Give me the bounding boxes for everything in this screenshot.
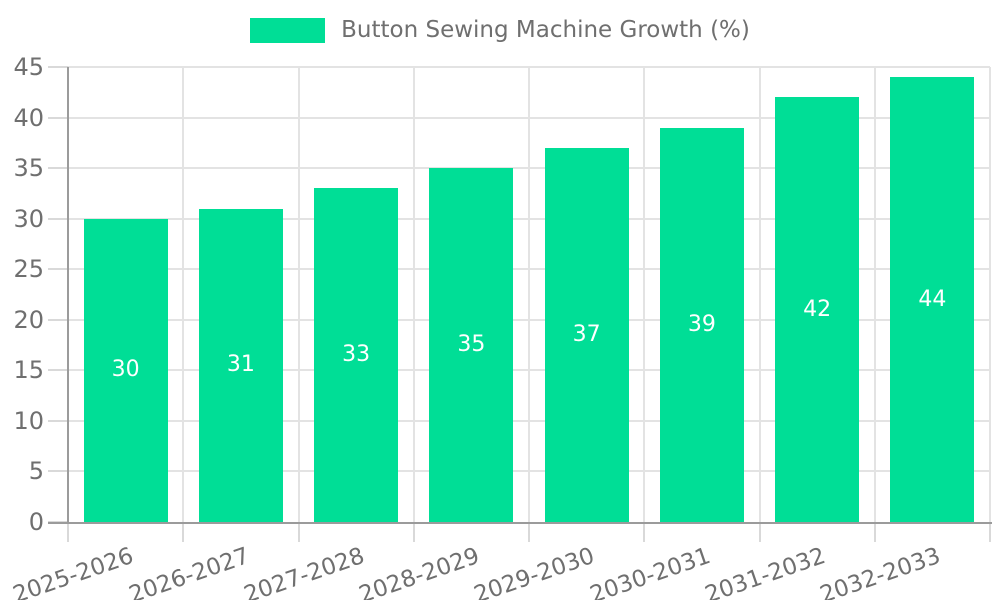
bar-value-label: 31 xyxy=(226,352,255,378)
x-axis-line xyxy=(48,522,992,524)
x-gridline xyxy=(989,67,991,522)
bar xyxy=(198,208,283,522)
y-axis-tick xyxy=(48,369,68,372)
y-tick-label: 5 xyxy=(28,457,44,486)
y-axis-tick xyxy=(48,419,68,422)
x-tick-label: 2026-2027 xyxy=(125,543,253,600)
x-axis-tick xyxy=(989,522,991,542)
bar-value-label: 30 xyxy=(111,357,140,383)
y-tick-label: 40 xyxy=(13,103,44,132)
y-tick-label: 45 xyxy=(13,53,44,81)
x-axis-tick xyxy=(182,522,185,542)
bar xyxy=(775,97,860,522)
x-gridline xyxy=(873,67,876,522)
y-tick-label: 10 xyxy=(13,406,44,435)
bar-value-label: 44 xyxy=(918,286,947,312)
legend: Button Sewing Machine Growth (%) xyxy=(0,17,1000,43)
y-tick-label: 20 xyxy=(13,305,44,334)
y-tick-label: 15 xyxy=(13,356,44,385)
x-gridline xyxy=(643,67,646,522)
y-tick-label: 35 xyxy=(13,154,44,183)
y-tick-label: 0 xyxy=(28,508,44,536)
bar-value-label: 42 xyxy=(803,296,832,322)
y-axis-tick xyxy=(48,318,68,321)
y-axis-tick xyxy=(48,268,68,271)
x-tick-label: 2027-2028 xyxy=(240,543,368,600)
bar-value-label: 35 xyxy=(457,332,486,358)
x-tick-label: 2031-2032 xyxy=(701,543,829,600)
legend-swatch xyxy=(250,17,326,43)
bar xyxy=(544,147,629,522)
x-axis-tick xyxy=(412,522,415,542)
x-axis-tick xyxy=(643,522,646,542)
x-tick-label: 2029-2030 xyxy=(471,543,599,600)
x-axis-tick xyxy=(873,522,876,542)
y-axis-tick xyxy=(48,470,68,473)
y-axis-line xyxy=(67,67,69,524)
bar-value-label: 37 xyxy=(572,321,601,347)
x-axis-tick xyxy=(67,522,69,542)
x-gridline xyxy=(758,67,761,522)
y-axis-tick xyxy=(48,217,68,220)
x-gridline xyxy=(412,67,415,522)
legend-label: Button Sewing Machine Growth (%) xyxy=(341,17,750,43)
y-tick-label: 30 xyxy=(13,204,44,233)
bar xyxy=(314,188,399,522)
x-gridline xyxy=(528,67,530,522)
bar xyxy=(429,168,514,522)
bar xyxy=(890,77,975,522)
bar-value-label: 33 xyxy=(342,342,371,368)
x-tick-label: 2025-2026 xyxy=(10,543,138,600)
y-tick-label: 25 xyxy=(13,255,44,284)
bar xyxy=(83,218,168,522)
x-gridline xyxy=(297,67,300,522)
x-gridline xyxy=(182,67,185,522)
x-tick-label: 2028-2029 xyxy=(355,543,483,600)
bar-value-label: 39 xyxy=(687,311,716,337)
y-axis-tick xyxy=(48,116,68,119)
x-axis-tick xyxy=(528,522,530,542)
y-axis-tick xyxy=(48,167,68,170)
x-tick-label: 2032-2033 xyxy=(816,543,944,600)
x-axis-tick xyxy=(297,522,300,542)
x-tick-label: 2030-2031 xyxy=(586,543,714,600)
y-axis-tick xyxy=(48,66,68,68)
x-axis-tick xyxy=(758,522,761,542)
bar xyxy=(659,127,744,522)
